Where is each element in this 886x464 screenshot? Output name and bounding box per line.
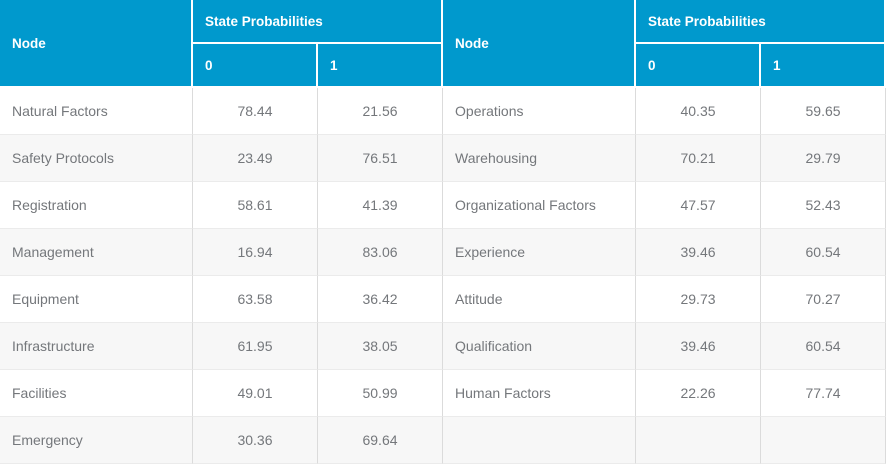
prob-1-cell: 21.56 [318,88,444,135]
node-cell: Natural Factors [0,88,193,135]
node-cell [443,417,637,464]
prob-0-cell: 63.58 [193,276,318,323]
node-cell: Emergency [0,417,193,464]
node-column-header: Node [0,0,193,88]
state-probabilities-table-left: Node State Probabilities 0 1 Natural Fac… [0,0,444,464]
table-header: Node State Probabilities 0 1 [443,0,886,88]
prob-1-cell: 36.42 [318,276,444,323]
node-cell: Operations [443,88,637,135]
node-cell: Infrastructure [0,323,193,370]
node-cell: Qualification [443,323,637,370]
prob-0-cell [636,417,762,464]
prob-0-cell: 47.57 [636,182,762,229]
prob-0-cell: 70.21 [636,135,762,182]
prob-0-cell: 49.01 [193,370,318,417]
table-row: Experience 39.46 60.54 [443,229,886,276]
table-row: Warehousing 70.21 29.79 [443,135,886,182]
node-cell: Experience [443,229,637,276]
prob-1-cell: 60.54 [761,323,886,370]
prob-1-cell: 76.51 [318,135,444,182]
node-cell: Equipment [0,276,193,323]
prob-0-cell: 39.46 [636,229,762,276]
table-row: Equipment 63.58 36.42 [0,276,444,323]
prob-0-cell: 29.73 [636,276,762,323]
prob-0-cell: 61.95 [193,323,318,370]
prob-0-cell: 78.44 [193,88,318,135]
table-row: Operations 40.35 59.65 [443,88,886,135]
prob-0-cell: 40.35 [636,88,762,135]
node-cell: Management [0,229,193,276]
prob-1-cell: 69.64 [318,417,444,464]
table-row: Registration 58.61 41.39 [0,182,444,229]
prob-0-cell: 30.36 [193,417,318,464]
prob-1-cell: 41.39 [318,182,444,229]
prob-1-cell: 70.27 [761,276,886,323]
prob-1-cell [761,417,886,464]
node-cell: Facilities [0,370,193,417]
table-row: Natural Factors 78.44 21.56 [0,88,444,135]
table-row: Safety Protocols 23.49 76.51 [0,135,444,182]
table-header: Node State Probabilities 0 1 [0,0,444,88]
prob-1-cell: 60.54 [761,229,886,276]
table-row: Facilities 49.01 50.99 [0,370,444,417]
table-row: Qualification 39.46 60.54 [443,323,886,370]
prob-1-cell: 29.79 [761,135,886,182]
node-cell: Warehousing [443,135,637,182]
table-row: Infrastructure 61.95 38.05 [0,323,444,370]
table-row: Organizational Factors 47.57 52.43 [443,182,886,229]
node-cell: Organizational Factors [443,182,637,229]
table-row: Management 16.94 83.06 [0,229,444,276]
prob-0-cell: 39.46 [636,323,762,370]
state-probabilities-table-right: Node State Probabilities 0 1 Operations … [443,0,886,464]
state-probabilities-group-header: State Probabilities [193,0,444,44]
prob-0-cell: 22.26 [636,370,762,417]
table-row: Human Factors 22.26 77.74 [443,370,886,417]
node-column-header: Node [443,0,637,88]
prob-1-cell: 38.05 [318,323,444,370]
state-0-column-header: 0 [193,44,318,88]
prob-0-cell: 58.61 [193,182,318,229]
prob-0-cell: 16.94 [193,229,318,276]
table-row [443,417,886,464]
prob-1-cell: 50.99 [318,370,444,417]
prob-1-cell: 59.65 [761,88,886,135]
state-probabilities-group-header: State Probabilities [636,0,886,44]
state-1-column-header: 1 [318,44,444,88]
node-cell: Registration [0,182,193,229]
prob-1-cell: 77.74 [761,370,886,417]
state-1-column-header: 1 [761,44,886,88]
table-row: Emergency 30.36 69.64 [0,417,444,464]
node-cell: Human Factors [443,370,637,417]
table-row: Attitude 29.73 70.27 [443,276,886,323]
prob-0-cell: 23.49 [193,135,318,182]
node-cell: Attitude [443,276,637,323]
prob-1-cell: 83.06 [318,229,444,276]
prob-1-cell: 52.43 [761,182,886,229]
node-cell: Safety Protocols [0,135,193,182]
state-0-column-header: 0 [636,44,762,88]
